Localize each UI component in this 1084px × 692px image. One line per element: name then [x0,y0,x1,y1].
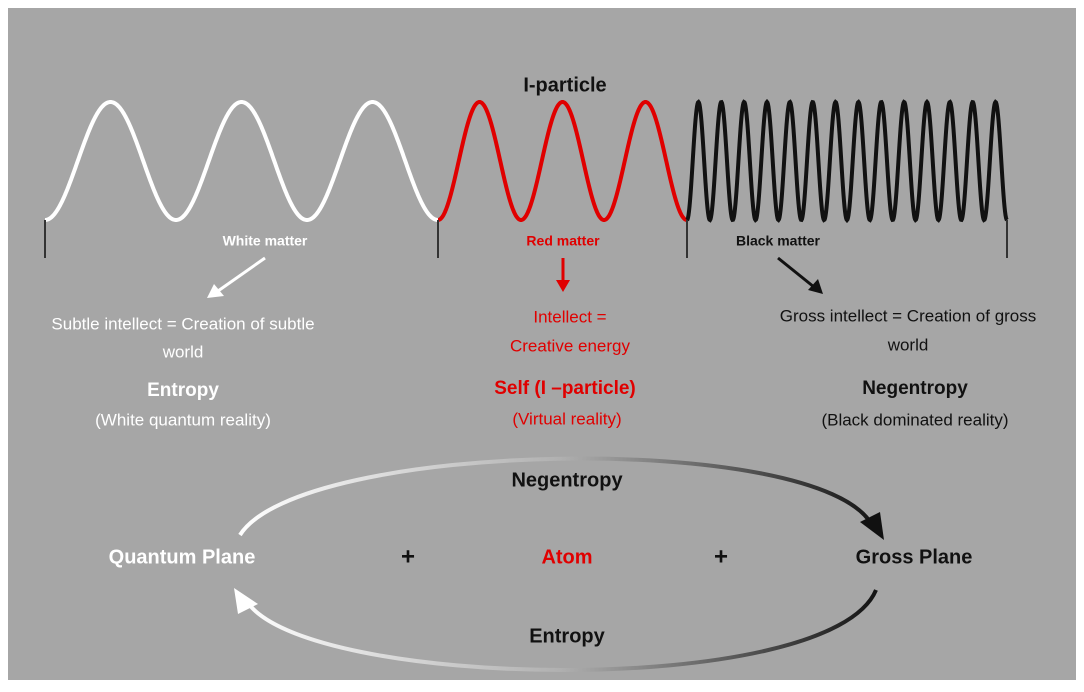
reality: (Virtual reality) [512,409,621,428]
reality: (White quantum reality) [95,410,271,429]
matter-label: White matter [223,233,308,249]
wave [45,100,438,222]
arrowhead [860,512,884,540]
heading: Self (I –particle) [494,378,636,399]
wave [685,98,1009,224]
intellect: Gross intellect = Creation of gross [780,306,1037,325]
cycle-top: Negentropy [511,469,623,491]
heading: Entropy [147,380,219,401]
cycle-arc [238,456,874,537]
matter-label: Red matter [526,233,600,249]
cycle-arc [244,589,878,672]
plus: + [714,543,728,570]
intellect: world [162,342,204,361]
intellect: Creative energy [510,336,631,355]
ticks [44,220,1008,258]
intellect: world [887,335,929,354]
arrowhead [556,280,570,292]
plus: + [401,543,415,570]
arrows [207,256,823,298]
intellect: Intellect = [533,307,606,326]
heading: Negentropy [862,378,968,399]
gross-plane: Gross Plane [856,546,973,568]
cycle [238,456,878,672]
background [8,8,1076,680]
atom: Atom [541,546,592,568]
arrowhead [234,588,258,614]
arrow [217,256,266,293]
quantum-plane: Quantum Plane [109,546,256,568]
intellect: Subtle intellect = Creation of subtle [51,314,314,333]
reality: (Black dominated reality) [821,410,1008,429]
title: I-particle [523,74,606,96]
cycle-bottom: Entropy [529,625,605,647]
wave [437,100,688,222]
arrowhead [808,279,823,294]
arrow [777,256,815,289]
matter-label: Black matter [736,233,821,249]
waves [45,98,1009,224]
arrowhead [207,284,224,298]
